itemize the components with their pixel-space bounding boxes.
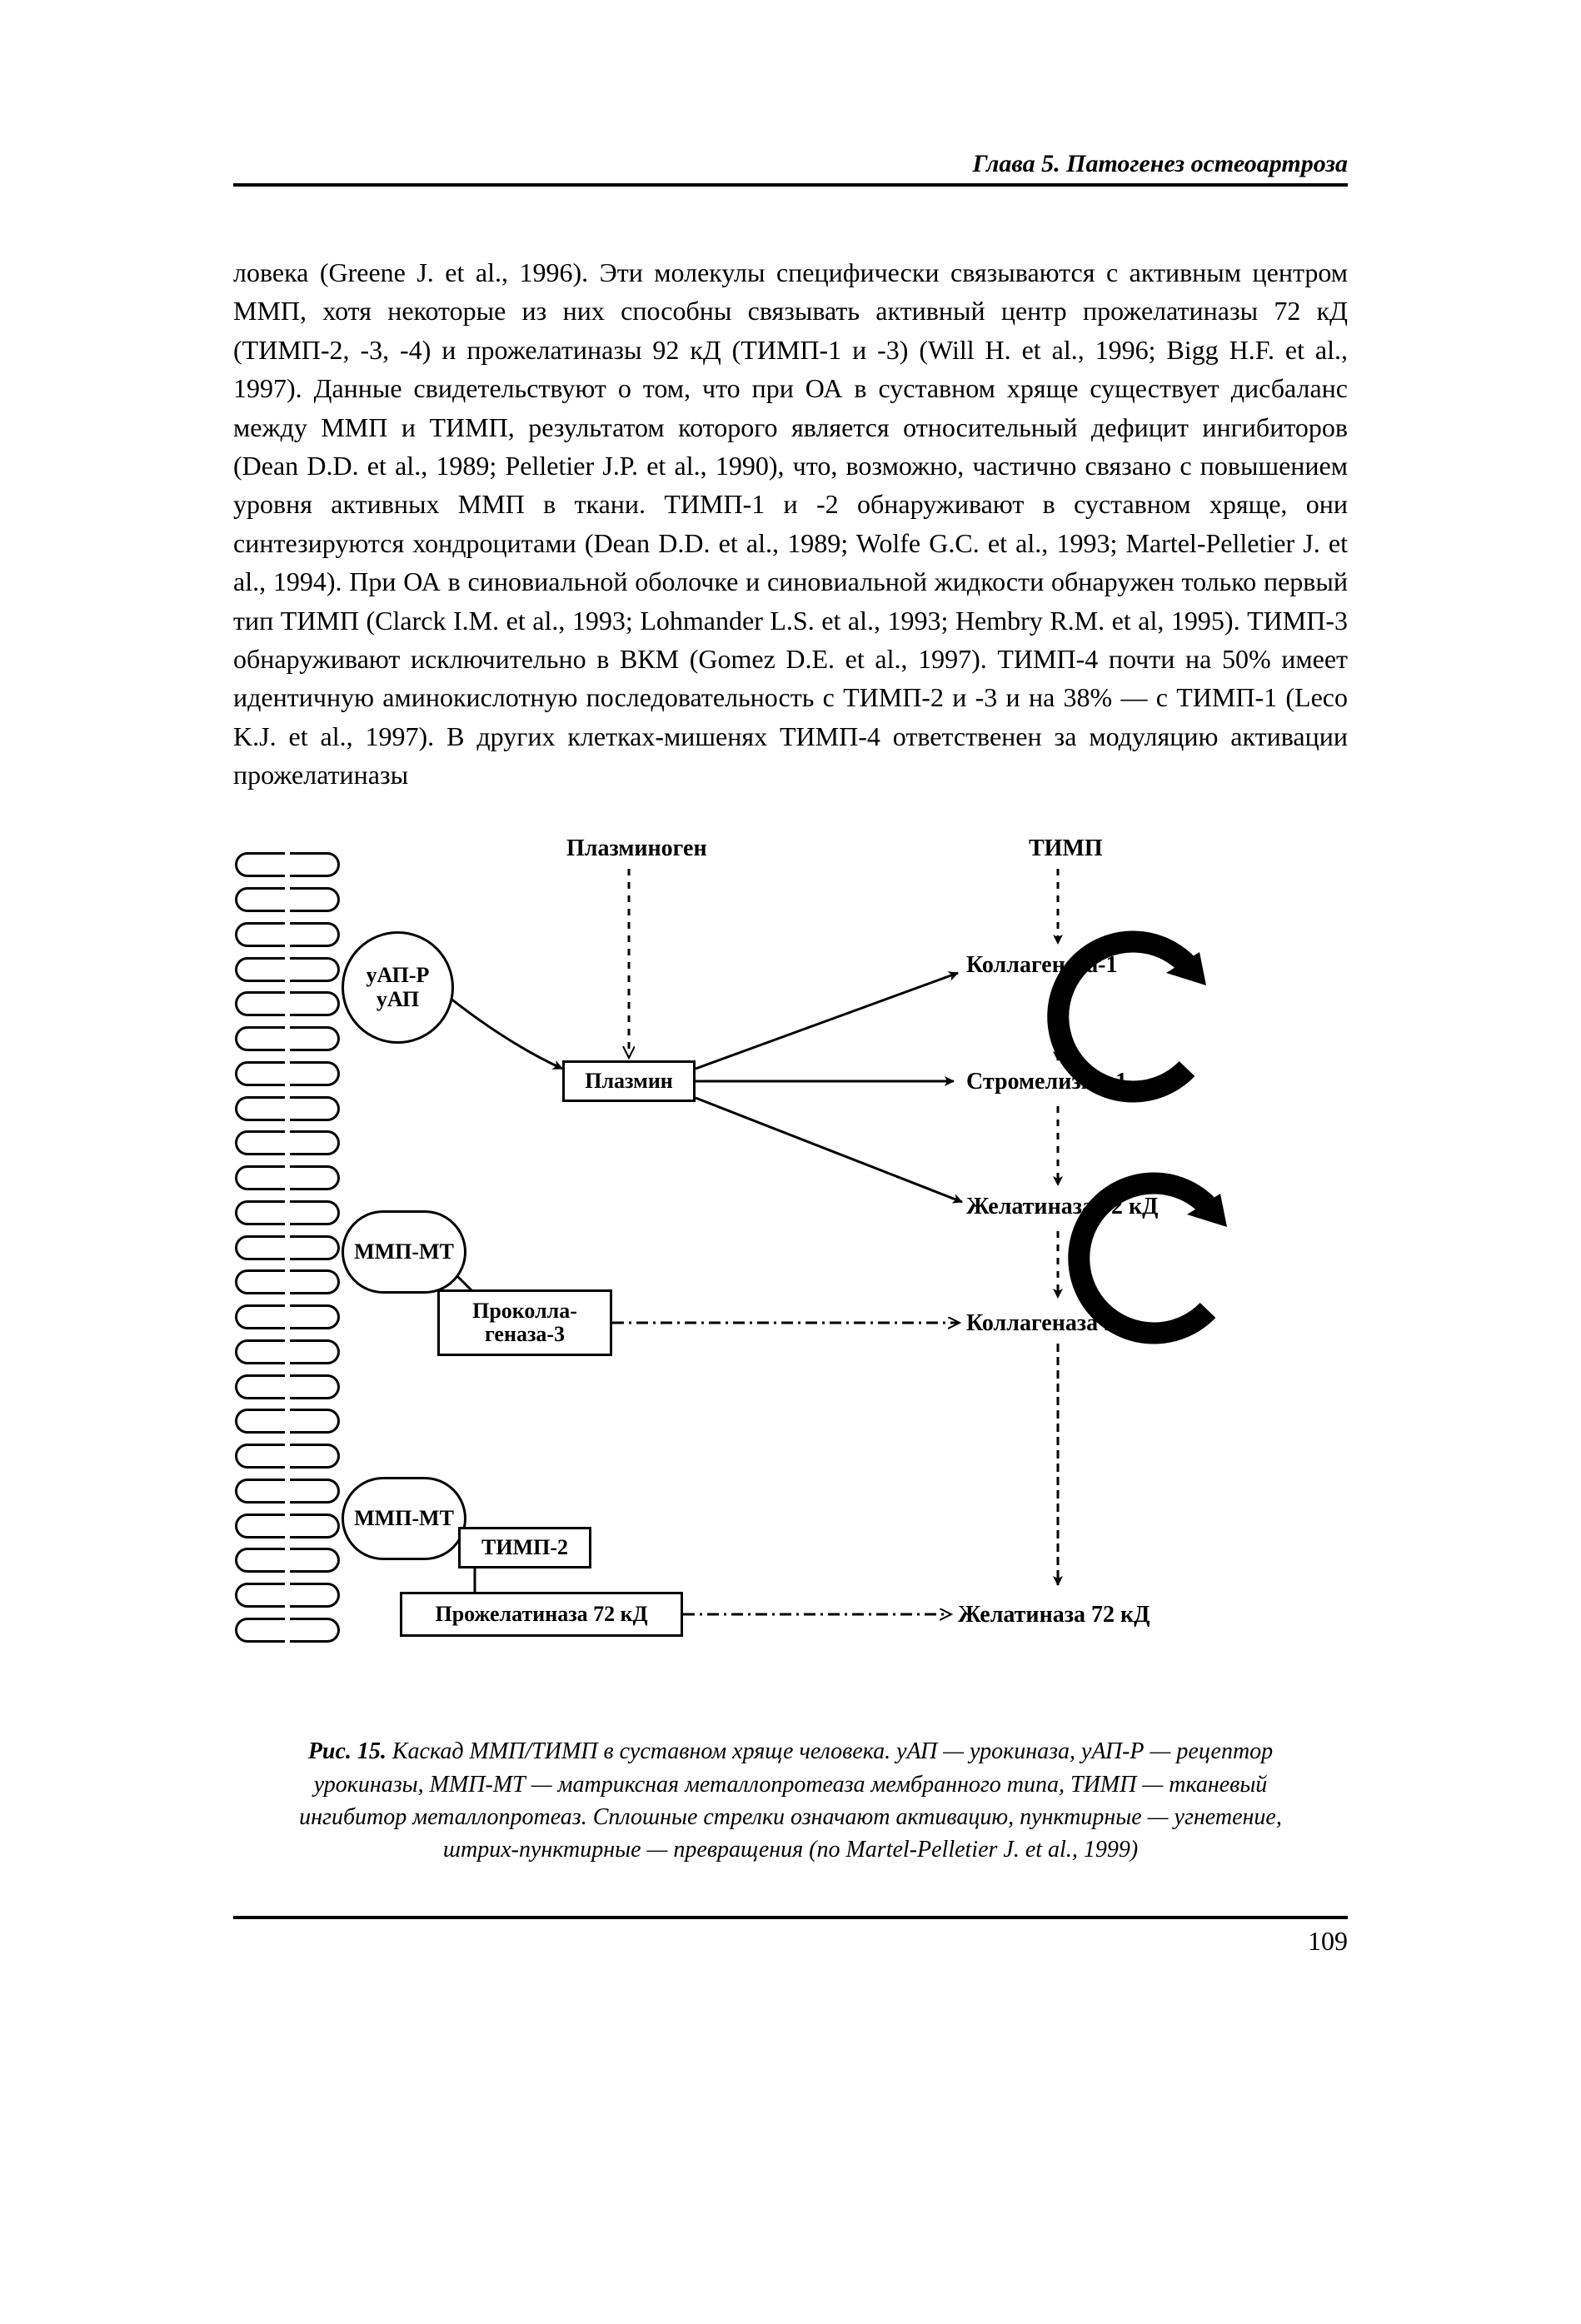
node-timp2: ТИМП-2 (458, 1527, 591, 1568)
label-procollagenase3: Проколла-геназа-3 (472, 1299, 577, 1347)
label-stromelysin1: Стромелизин-1 (966, 1069, 1127, 1095)
figure-caption: Рис. 15. Каскад ММП/ТИМП в суставном хря… (283, 1735, 1298, 1866)
label-plasminogen: Плазминоген (566, 835, 707, 862)
chapter-header: Глава 5. Патогенез остеоартроза (233, 150, 1348, 187)
page-number: 109 (1308, 1926, 1348, 1956)
page-footer: 109 (233, 1916, 1348, 1957)
caption-figure-number: Рис. 15. (308, 1738, 387, 1764)
diagram-mmp-timp-cascade: Плазминоген ТИМП уАП-Р уАП Плазмин Колла… (233, 819, 1348, 1702)
node-progelatinase72: Прожелатиназа 72 кД (400, 1592, 683, 1637)
label-uap: уАП (377, 988, 419, 1012)
body-paragraph: ловека (Greene J. et al., 1996). Эти мол… (233, 253, 1348, 794)
node-mmp-mt1: ММП-МТ (342, 1210, 466, 1294)
node-uap: уАП-Р уАП (342, 931, 454, 1044)
label-collagenase1: Коллагеназа-1 (966, 952, 1117, 979)
label-gelatinase72: Желатиназа 72 кД (958, 1602, 1150, 1628)
node-plasmin: Плазмин (562, 1060, 696, 1102)
label-collagenase3: Коллагеназа 3 (966, 1310, 1115, 1337)
label-gelatinase92: Желатиназа 92 кД (966, 1194, 1158, 1220)
label-uap-r: уАП-Р (367, 964, 430, 988)
label-timp: ТИМП (1029, 835, 1103, 862)
node-procollagenase3: Проколла-геназа-3 (437, 1289, 612, 1356)
node-mmp-mt2: ММП-МТ (342, 1477, 466, 1560)
caption-body: Каскад ММП/ТИМП в суставном хряще челове… (299, 1738, 1282, 1863)
